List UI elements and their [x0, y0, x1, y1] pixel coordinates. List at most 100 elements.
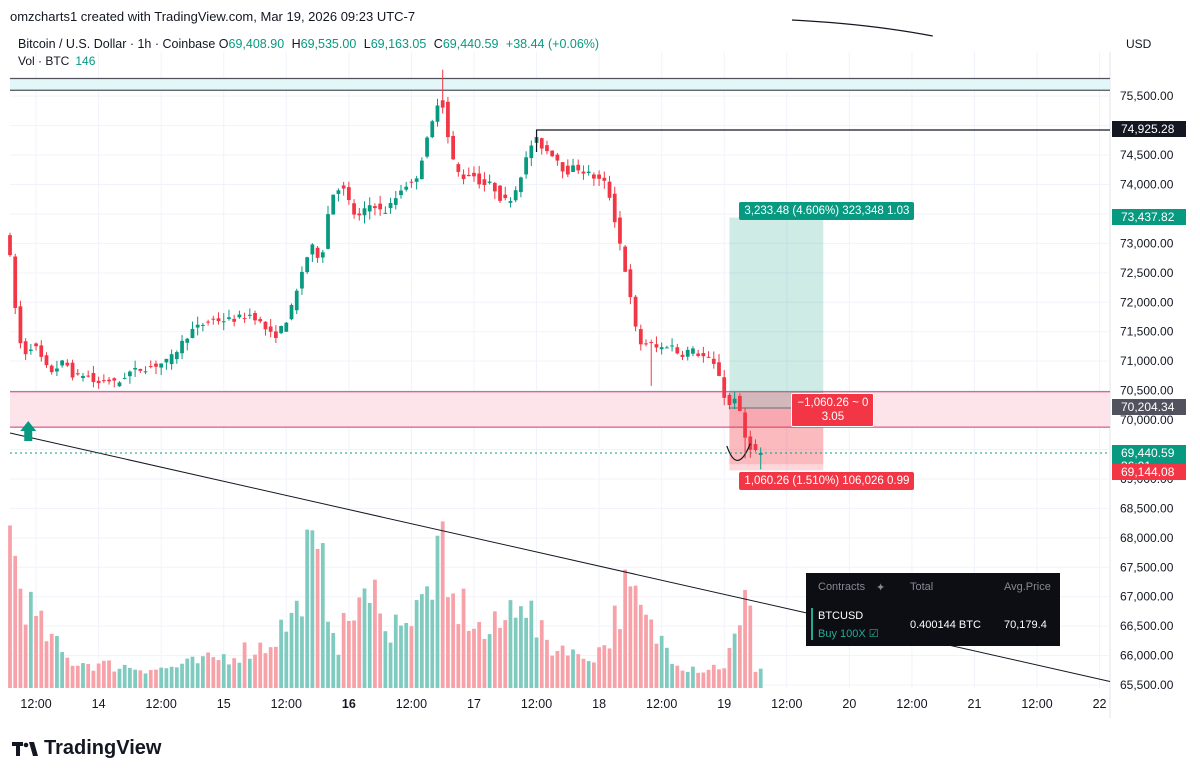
stop-label[interactable]: 1,060.26 (1.510%) 106,026 0.99 [739, 472, 915, 491]
candle-body [550, 150, 555, 157]
candle-body [237, 314, 242, 318]
y-tick-label: 65,500.00 [1120, 678, 1174, 692]
candle-body [644, 343, 648, 345]
candle-body [320, 252, 325, 258]
col-total: Total [910, 581, 934, 593]
volume-bar [482, 638, 487, 688]
candle-body [143, 371, 148, 373]
candle-body [180, 340, 184, 354]
candle-body [670, 345, 674, 347]
volume-bar [331, 633, 336, 688]
target-label[interactable]: 3,233.48 (4.606%) 323,348 1.03 [739, 201, 915, 220]
volume-bar [138, 670, 143, 688]
volume-bar [237, 662, 242, 688]
volume-bar [414, 600, 419, 688]
volume-bar [279, 619, 283, 688]
candle-body [399, 190, 403, 196]
x-tick-label: 12:00 [396, 697, 427, 711]
change-value: +38.44 (+0.06%) [505, 37, 600, 51]
candle-body [628, 269, 633, 298]
edit-icon[interactable]: ☑ [868, 628, 879, 640]
y-tick-label: 67,000.00 [1120, 590, 1174, 604]
volume-bar [649, 619, 654, 688]
volume-bar [717, 669, 721, 688]
open-pnl-label[interactable]: −1,060.26 ~ 0 3.05 [791, 393, 875, 428]
y-tick-label: 67,500.00 [1120, 560, 1174, 574]
candle-body [492, 182, 497, 192]
candle-body [539, 138, 544, 149]
symbol-title[interactable]: Bitcoin / U.S. Dollar · 1h · Coinbase [18, 37, 216, 51]
candle-body [263, 321, 268, 330]
footer-brand: TradingView [44, 737, 162, 759]
x-tick-label: 22 [1093, 697, 1107, 711]
candle-body [498, 185, 502, 201]
candle-body [253, 313, 257, 321]
volume-bar [75, 665, 80, 688]
volume-bar [654, 643, 659, 688]
volume-bar [419, 594, 424, 688]
candle-body [107, 379, 111, 382]
candle-body [300, 271, 304, 289]
volume-bar [560, 645, 565, 688]
volume-bar [633, 585, 638, 688]
volume-bar [670, 663, 674, 688]
candle-body [753, 444, 758, 450]
chart-attribution: omzcharts1 created with TradingView.com,… [10, 9, 416, 24]
candle-body [138, 368, 143, 371]
x-tick-label: 12:00 [146, 697, 177, 711]
candle-body [331, 194, 336, 215]
candle-body [612, 193, 617, 223]
candle-body [727, 394, 732, 406]
candle-body [706, 356, 711, 358]
volume-label: Vol · BTC [18, 54, 70, 68]
volume-bar [28, 591, 33, 688]
volume-bar [154, 669, 158, 688]
volume-bar [545, 639, 549, 688]
candle-body [159, 363, 164, 368]
volume-bar [586, 661, 591, 688]
candle-body [39, 345, 44, 357]
volume-bar [696, 672, 701, 688]
candle-body [732, 398, 737, 404]
candle-body [211, 318, 216, 320]
y-tick-label: 75,500.00 [1120, 89, 1174, 103]
volume-bar [618, 629, 622, 688]
symbol-legend: Bitcoin / U.S. Dollar · 1h · Coinbase O6… [18, 37, 603, 51]
candle-body [680, 354, 685, 357]
drawing-curve-top [791, 19, 933, 37]
volume-bar [86, 664, 91, 688]
y-tick-label: 66,000.00 [1120, 649, 1174, 663]
x-tick-label: 19 [717, 697, 731, 711]
y-tick-label: 71,000.00 [1120, 354, 1174, 368]
candle-body [414, 178, 419, 182]
candle-body [133, 367, 137, 370]
candle-body [685, 349, 690, 357]
volume-bar [680, 670, 685, 688]
volume-bar [367, 603, 372, 688]
position-panel[interactable]: Contracts ✦ Total Avg.Price BTCUSD Buy 1… [806, 573, 1060, 646]
candle-body [409, 181, 414, 183]
candle-body [206, 321, 210, 323]
volume-bar [320, 543, 325, 688]
candle-body [18, 306, 23, 344]
candle-body [456, 164, 461, 172]
volume-legend[interactable]: Vol · BTC 146 [18, 54, 95, 68]
candle-body [34, 343, 38, 347]
tradingview-logo[interactable]: TradingView [12, 737, 161, 760]
volume-bar [305, 529, 310, 688]
pin-icon[interactable]: ✦ [876, 582, 886, 594]
volume-bar [456, 624, 461, 688]
recent-high-ray [535, 129, 1110, 153]
price-tag-target: 73,437.82 [1112, 208, 1186, 225]
volume-bar [128, 667, 132, 688]
volume-bar [602, 645, 607, 688]
volume-bar [101, 660, 106, 688]
volume-bar [60, 652, 65, 688]
y-tick-label: 70,500.00 [1120, 384, 1174, 398]
currency-label[interactable]: USD [1126, 37, 1152, 51]
candle-body [451, 135, 456, 160]
candle-body [576, 164, 581, 171]
candle-body [743, 412, 747, 438]
candle-body [435, 105, 440, 122]
